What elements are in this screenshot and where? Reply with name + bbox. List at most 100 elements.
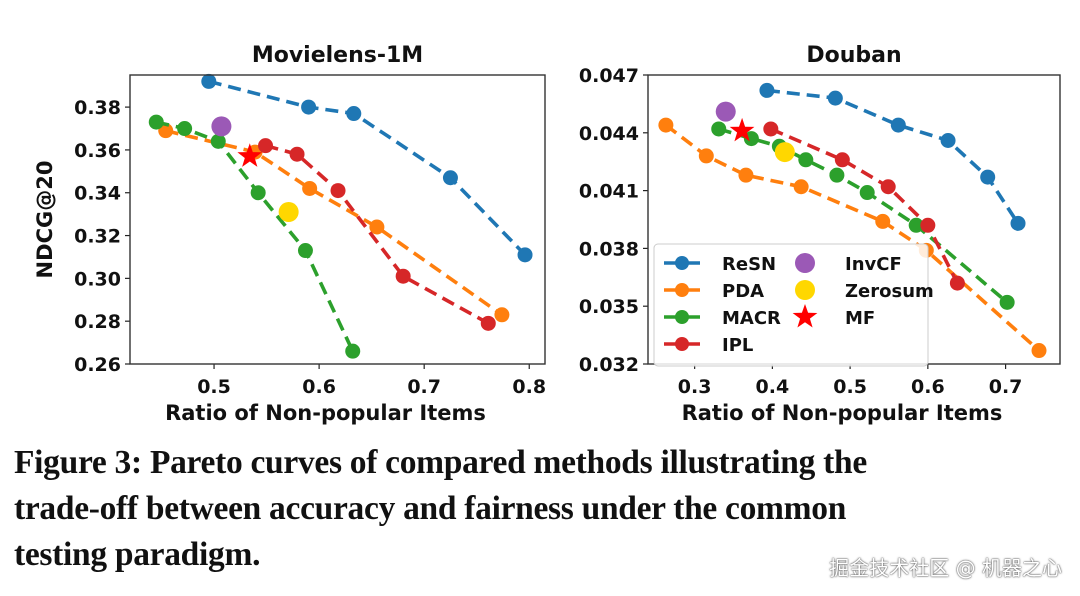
data-point xyxy=(763,121,779,137)
data-point xyxy=(177,121,193,137)
watermark: 掘金技术社区 @ 机器之心 xyxy=(829,556,1062,580)
series-ipl xyxy=(258,138,496,331)
legend-label: InvCF xyxy=(845,254,902,275)
y-tick-label: 0.28 xyxy=(74,311,121,333)
legend-entry-macr: MACR xyxy=(664,308,781,329)
legend-box xyxy=(653,243,929,367)
data-point xyxy=(369,219,385,235)
data-point xyxy=(258,138,274,154)
y-tick-label: 0.038 xyxy=(579,238,639,260)
series-resn xyxy=(201,73,533,263)
y-axis-label: NDCG@20 xyxy=(33,161,57,279)
data-point xyxy=(834,152,850,168)
x-tick-label: 0.5 xyxy=(833,376,867,398)
data-point xyxy=(250,185,266,201)
legend-marker xyxy=(795,280,815,300)
series-line xyxy=(718,127,1009,304)
data-point-star xyxy=(237,143,263,167)
data-point xyxy=(517,247,533,263)
data-point xyxy=(1010,215,1026,231)
legend-label: MF xyxy=(845,308,875,329)
x-tick-label: 0.6 xyxy=(911,376,945,398)
series-invcf xyxy=(211,116,232,137)
x-tick-label: 0.7 xyxy=(989,376,1023,398)
data-point xyxy=(346,106,362,122)
series-mf xyxy=(729,117,755,142)
data-point xyxy=(297,243,313,259)
data-point xyxy=(875,213,891,229)
data-point xyxy=(999,294,1015,310)
series-mf xyxy=(237,143,263,167)
x-tick-label: 0.8 xyxy=(512,376,546,398)
legend-marker xyxy=(795,253,815,273)
data-point xyxy=(210,133,226,149)
legend: ReSN PDA MACR IPL InvCF Zerosum MF xyxy=(653,243,934,367)
figure-caption: Figure 3: Pareto curves of compared meth… xyxy=(14,440,1074,578)
data-point xyxy=(829,167,845,183)
y-tick-label: 0.044 xyxy=(579,123,639,145)
caption-line-3: testing paradigm. xyxy=(14,536,261,573)
chart-title: Movielens-1M xyxy=(252,43,423,68)
chart-2: Douban 0.3 0.4 0.5 0.6 0.7 0.032 0.035 0.038 0.04… xyxy=(579,43,1061,425)
legend-marker-star xyxy=(792,304,818,328)
data-point xyxy=(211,116,232,137)
y-tick-label: 0.032 xyxy=(579,354,639,376)
data-point xyxy=(480,315,496,331)
legend-entry-resn: ReSN xyxy=(664,254,776,275)
data-point xyxy=(302,180,318,196)
caption-line-1: Figure 3: Pareto curves of compared meth… xyxy=(14,444,867,481)
data-point xyxy=(698,148,714,164)
legend-label: MACR xyxy=(722,308,781,329)
data-point xyxy=(289,146,305,162)
legend-entry-ipl: IPL xyxy=(664,335,753,356)
legend-entry-pda: PDA xyxy=(664,281,764,302)
legend-marker xyxy=(675,283,689,297)
x-tick-label: 0.3 xyxy=(678,376,712,398)
series-pda xyxy=(158,123,510,323)
data-point xyxy=(793,179,809,195)
data-point xyxy=(494,307,510,323)
legend-marker xyxy=(675,337,689,351)
legend-entry-invcf: InvCF xyxy=(795,253,902,275)
x-axis-label: Ratio of Non-popular Items xyxy=(165,401,486,425)
data-point xyxy=(738,167,754,183)
data-point xyxy=(715,101,736,122)
x-tick-label: 0.6 xyxy=(302,376,336,398)
series-zerosum xyxy=(278,202,299,223)
x-tick-label: 0.5 xyxy=(197,376,231,398)
y-tick-label: 0.047 xyxy=(579,65,639,87)
y-tick-label: 0.38 xyxy=(74,97,121,119)
data-point xyxy=(774,142,795,163)
legend-entry-zerosum: Zerosum xyxy=(795,280,934,302)
data-point-star xyxy=(729,117,755,142)
data-point xyxy=(908,217,924,233)
data-point xyxy=(859,185,875,201)
data-point xyxy=(658,117,674,133)
legend-marker xyxy=(675,310,689,324)
data-point xyxy=(798,152,814,168)
legend-label: PDA xyxy=(722,281,764,302)
y-tick-label: 0.26 xyxy=(74,354,121,376)
data-point xyxy=(330,183,346,199)
series-zerosum xyxy=(774,142,795,163)
y-tick-label: 0.36 xyxy=(74,140,121,162)
data-point xyxy=(920,217,936,233)
x-axis-label: Ratio of Non-popular Items xyxy=(682,401,1003,425)
y-tick-label: 0.32 xyxy=(74,226,121,248)
y-tick-label: 0.035 xyxy=(579,296,639,318)
data-point xyxy=(395,268,411,284)
data-point xyxy=(940,133,956,149)
legend-marker xyxy=(675,256,689,270)
figure: Movielens-1M 0.5 0.6 0.7 0.8 0.26 0.28 0.30 0.32… xyxy=(33,43,1061,425)
legend-label: Zerosum xyxy=(845,281,934,302)
series-line xyxy=(766,88,1020,225)
chart-title: Douban xyxy=(806,43,901,68)
series-invcf xyxy=(715,101,736,122)
legend-label: IPL xyxy=(722,335,753,356)
legend-label: ReSN xyxy=(722,254,776,275)
x-tick-label: 0.4 xyxy=(756,376,790,398)
data-point xyxy=(711,121,727,137)
data-point xyxy=(442,170,458,186)
data-point xyxy=(949,275,965,291)
data-point xyxy=(980,169,996,185)
